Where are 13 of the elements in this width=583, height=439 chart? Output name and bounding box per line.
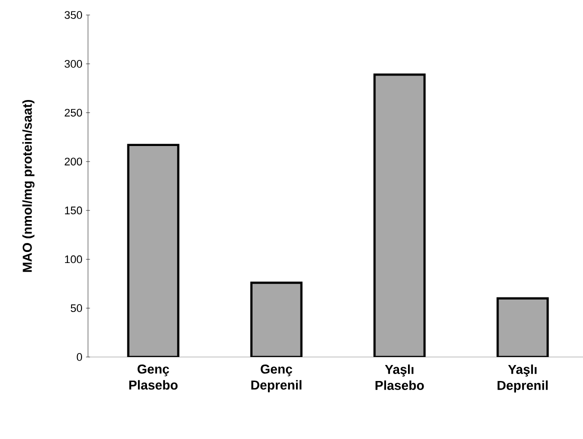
y-tick-label: 50	[70, 304, 82, 312]
y-tick-label: 150	[65, 206, 82, 214]
x-tick-label: Genç Deprenil	[251, 364, 302, 392]
y-tick-label: 350	[64, 11, 82, 19]
y-tick-label: 250	[64, 108, 82, 117]
y-tick-label: 0	[76, 353, 82, 361]
y-tick-label: 200	[64, 158, 82, 166]
y-axis-title: MAO (nmol/mg protein/saat)	[22, 100, 34, 272]
y-tick-label: 100	[65, 255, 82, 264]
x-tick-label: Genç Plasebo	[129, 364, 178, 390]
x-tick-label: Yaşlı Plasebo	[376, 364, 424, 390]
y-tick-label: 300	[64, 60, 82, 68]
x-tick-label: Yaşlı Deprenil	[498, 364, 548, 393]
